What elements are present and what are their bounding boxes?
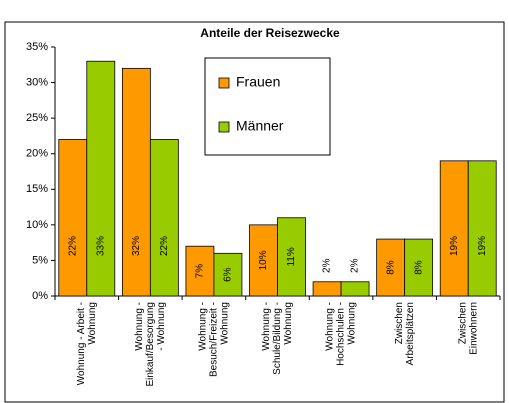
value-label: 7%	[195, 264, 206, 279]
value-label: 19%	[449, 236, 460, 256]
x-tick-label: - Wohnung	[156, 302, 167, 351]
bar	[249, 224, 278, 297]
bar	[312, 281, 342, 297]
x-tick-label: Wohnung -	[134, 302, 145, 351]
x-tick-label: Wohnung	[220, 302, 231, 345]
value-label: 2%	[322, 258, 333, 273]
x-tick-label: Einkauf/Besorgung	[145, 302, 156, 387]
value-label: 10%	[258, 250, 269, 270]
bar	[439, 160, 469, 297]
y-tick-label: 35%	[26, 41, 48, 53]
x-tick-label: Wohnung - Arbeit -	[76, 302, 87, 385]
bar	[86, 60, 116, 297]
bar	[340, 281, 370, 297]
bar	[467, 160, 497, 297]
bar	[213, 252, 243, 297]
y-tick-label: 20%	[26, 148, 48, 160]
x-tick-label: Wohnung	[87, 302, 98, 345]
y-tick-label: 0%	[32, 290, 48, 302]
legend	[204, 57, 331, 156]
bar	[404, 238, 434, 297]
x-tick-label: Hochschulen -	[336, 302, 347, 366]
x-tick-label: Zwischen	[457, 302, 468, 344]
x-tick-label: Besuch/Freizeit -	[209, 302, 220, 377]
value-label: 11%	[286, 247, 297, 266]
x-tick-label: Wohnung -	[261, 302, 272, 351]
x-tick-label: Wohnung -	[198, 302, 209, 351]
legend-swatch	[218, 77, 230, 89]
value-label: 6%	[223, 267, 234, 282]
y-tick-label: 30%	[26, 76, 48, 88]
x-tick-label: Einwohnern	[468, 302, 479, 355]
bar	[185, 245, 215, 297]
value-label: 22%	[67, 236, 78, 256]
value-label: 8%	[413, 260, 424, 275]
y-tick-label: 5%	[32, 254, 48, 266]
bar	[58, 139, 88, 297]
bar	[376, 238, 406, 297]
value-label: 32%	[131, 236, 142, 256]
chart-title: Anteile der Reisezwecke	[200, 26, 340, 40]
bar	[277, 217, 306, 297]
legend-label: Männer	[236, 118, 284, 134]
value-label: 2%	[350, 258, 361, 273]
x-tick-label: Wohnung	[283, 302, 294, 345]
bar	[121, 67, 151, 297]
legend-label: Frauen	[236, 74, 280, 90]
value-label: 19%	[477, 236, 488, 256]
x-tick-label: Wohnung	[347, 302, 358, 345]
legend-swatch	[218, 121, 230, 133]
y-tick-label: 10%	[26, 219, 48, 231]
x-tick-label: Arbeitsplätzen	[405, 302, 416, 365]
x-tick-label: Wohnung -	[325, 302, 336, 351]
value-label: 33%	[95, 236, 106, 256]
y-tick-label: 25%	[26, 112, 48, 124]
bar	[149, 139, 179, 297]
y-tick-label: 15%	[26, 183, 48, 195]
value-label: 22%	[159, 236, 170, 256]
value-label: 8%	[385, 260, 396, 275]
x-tick-label: Schule/Bildung -	[272, 302, 283, 375]
x-tick-label: Zwischen	[394, 302, 405, 344]
